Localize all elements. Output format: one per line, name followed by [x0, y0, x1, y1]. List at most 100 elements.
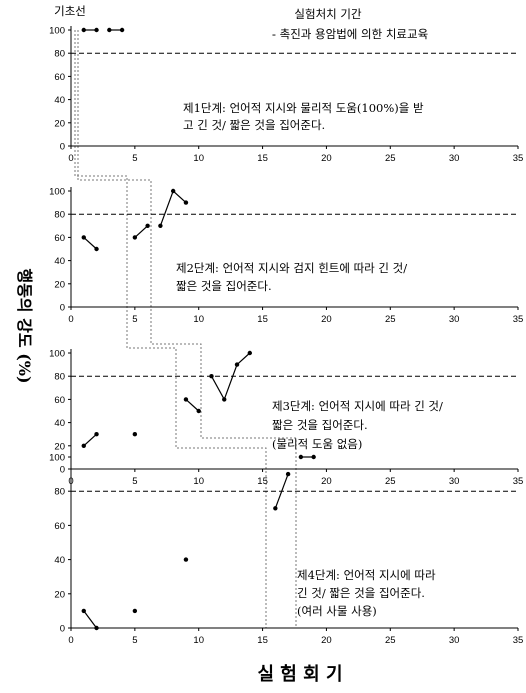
y-tick-label: 0 — [60, 465, 65, 476]
phase-annotation: (물리적 도움 없음) — [272, 437, 362, 451]
data-point — [82, 28, 86, 32]
y-tick-label: 60 — [54, 521, 65, 532]
series-line — [160, 191, 186, 226]
data-point — [133, 235, 137, 239]
y-tick-label: 20 — [54, 279, 65, 290]
data-point — [133, 432, 137, 436]
x-tick-label: 20 — [321, 153, 332, 164]
data-point — [184, 200, 188, 204]
y-tick-label: 40 — [54, 256, 65, 267]
data-point — [82, 235, 86, 239]
treatment-subtitle: - 촉진과 용암법에 의한 치료교육 — [272, 27, 428, 41]
x-tick-label: 15 — [257, 635, 268, 646]
x-tick-label: 20 — [321, 635, 332, 646]
y-tick-label: 0 — [60, 142, 65, 153]
y-tick-label: 100 — [49, 187, 65, 198]
data-point — [82, 609, 86, 613]
x-tick-label: 30 — [449, 635, 460, 646]
data-point — [94, 28, 98, 32]
data-point — [273, 506, 277, 510]
phase-annotation: 짧은 것을 집어준다. — [272, 418, 368, 432]
phase-annotation: 제4단계: 언어적 지시에 따라 — [297, 568, 436, 582]
x-tick-label: 15 — [257, 314, 268, 325]
data-point — [94, 432, 98, 436]
y-tick-label: 20 — [54, 118, 65, 129]
series-line — [186, 399, 199, 411]
phase-annotation: 제2단계: 언어적 지시와 검지 힌트에 따라 긴 것/ — [176, 261, 407, 275]
x-tick-label: 0 — [68, 153, 73, 164]
x-tick-label: 20 — [321, 476, 332, 487]
x-tick-label: 35 — [513, 153, 524, 164]
x-tick-label: 25 — [385, 476, 396, 487]
x-tick-label: 5 — [132, 635, 137, 646]
y-tick-label: 100 — [49, 453, 65, 464]
data-point — [184, 557, 188, 561]
x-tick-label: 35 — [513, 314, 524, 325]
x-tick-label: 30 — [449, 314, 460, 325]
baseline-label: 기초선 — [54, 4, 86, 18]
y-tick-label: 80 — [54, 210, 65, 221]
y-tick-label: 20 — [54, 589, 65, 600]
data-point — [107, 28, 111, 32]
data-point — [158, 224, 162, 228]
x-tick-label: 30 — [449, 476, 460, 487]
x-tick-label: 35 — [513, 635, 524, 646]
y-tick-label: 80 — [54, 487, 65, 498]
data-point — [82, 444, 86, 448]
phase-annotation: 제1단계: 언어적 지시와 물리적 도움(100%)을 받 — [183, 101, 424, 115]
data-point — [299, 455, 303, 459]
data-point — [235, 362, 239, 366]
y-tick-label: 20 — [54, 441, 65, 452]
data-point — [209, 374, 213, 378]
y-tick-label: 40 — [54, 555, 65, 566]
x-tick-label: 0 — [68, 635, 73, 646]
y-tick-label: 100 — [49, 26, 65, 37]
x-tick-label: 25 — [385, 635, 396, 646]
panel-3: 02040608010005101520253035제3단계: 언어적 지시에 … — [49, 349, 523, 488]
panel-2: 0 20 40 60 80 100 0 5 10 15 20 25 30 35 제2단계: 언어적 지시와 … — [49, 187, 523, 326]
x-tick-label: 35 — [513, 476, 524, 487]
data-point — [184, 397, 188, 401]
treatment-title: 실험처치 기간 — [294, 7, 362, 21]
y-tick-label: 80 — [54, 49, 65, 60]
series-line — [84, 434, 97, 446]
data-point — [145, 224, 149, 228]
data-point — [171, 189, 175, 193]
x-tick-label: 20 — [321, 314, 332, 325]
panel-1: 0 20 40 60 80 100 0 5 10 15 20 25 30 35 제1단계: 언어적 지시와 … — [49, 26, 523, 165]
x-tick-label: 10 — [193, 314, 204, 325]
phase-annotation: (여러 사물 사용) — [297, 604, 377, 618]
x-tick-label: 10 — [193, 153, 204, 164]
y-tick-label: 40 — [54, 95, 65, 106]
series-line — [135, 226, 148, 238]
series-line — [84, 611, 97, 628]
x-tick-label: 10 — [193, 635, 204, 646]
data-point — [286, 472, 290, 476]
x-tick-label: 30 — [449, 153, 460, 164]
series-line — [275, 474, 288, 508]
series-line — [84, 237, 97, 249]
y-tick-label: 0 — [60, 624, 65, 635]
y-tick-label: 80 — [54, 372, 65, 383]
data-point — [94, 626, 98, 630]
x-tick-label: 5 — [132, 314, 137, 325]
x-tick-label: 15 — [257, 153, 268, 164]
x-tick-label: 10 — [193, 476, 204, 487]
x-axis-label: 실 험 회 기 — [257, 663, 342, 685]
y-tick-label: 60 — [54, 72, 65, 83]
y-tick-label: 0 — [60, 303, 65, 314]
x-tick-label: 25 — [385, 153, 396, 164]
phase-annotation: 제3단계: 언어적 지시에 따라 긴 것/ — [272, 399, 443, 413]
data-point — [120, 28, 124, 32]
y-tick-label: 60 — [54, 395, 65, 406]
data-point — [197, 409, 201, 413]
data-point — [222, 397, 226, 401]
y-tick-label: 100 — [49, 349, 65, 360]
phase-annotation: 고 긴 것/ 짧은 것을 집어준다. — [183, 118, 325, 132]
data-point — [94, 247, 98, 251]
y-axis-label: 행동의 강도 (%) — [15, 268, 34, 383]
data-point — [311, 455, 315, 459]
x-tick-label: 5 — [132, 153, 137, 164]
